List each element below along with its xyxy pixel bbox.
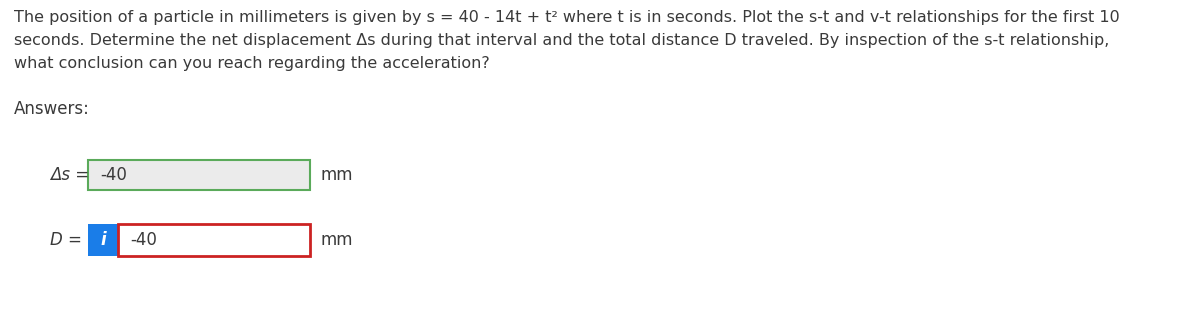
Text: Answers:: Answers: <box>14 100 90 118</box>
Bar <box>88 224 118 256</box>
Text: -40: -40 <box>100 166 127 184</box>
Text: mm: mm <box>320 231 353 249</box>
Text: what conclusion can you reach regarding the acceleration?: what conclusion can you reach regarding … <box>14 56 490 71</box>
Bar <box>88 160 310 190</box>
Text: Δs =: Δs = <box>50 166 89 184</box>
Text: -40: -40 <box>130 231 157 249</box>
Text: seconds. Determine the net displacement Δs during that interval and the total di: seconds. Determine the net displacement … <box>14 33 1109 48</box>
Text: i: i <box>100 231 106 249</box>
Text: The position of a particle in millimeters is given by s = 40 - 14t + t² where t : The position of a particle in millimeter… <box>14 10 1120 25</box>
Bar <box>118 224 310 256</box>
Text: D =: D = <box>50 231 82 249</box>
Text: mm: mm <box>320 166 353 184</box>
